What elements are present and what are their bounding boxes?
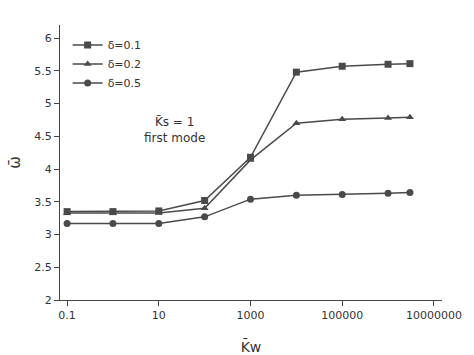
svg-text:δ=0.1: δ=0.1 xyxy=(108,39,141,52)
svg-text:0.1: 0.1 xyxy=(58,309,76,322)
svg-text:3: 3 xyxy=(45,228,52,241)
svg-text:4.5: 4.5 xyxy=(34,130,52,143)
svg-text:2: 2 xyxy=(45,294,52,307)
svg-text:10000000: 10000000 xyxy=(406,309,462,322)
svg-text:δ=0.2: δ=0.2 xyxy=(108,58,141,71)
svg-text:10: 10 xyxy=(152,309,166,322)
svg-text:100000: 100000 xyxy=(321,309,363,322)
svg-text:ω̄: ω̄ xyxy=(6,156,24,169)
svg-text:K̄w: K̄w xyxy=(241,338,262,355)
svg-text:6: 6 xyxy=(45,32,52,45)
svg-text:δ=0.5: δ=0.5 xyxy=(108,77,141,90)
svg-text:K̄s = 1first mode: K̄s = 1first mode xyxy=(144,115,205,145)
svg-text:2.5: 2.5 xyxy=(34,261,52,274)
svg-text:1000: 1000 xyxy=(237,309,265,322)
svg-text:5: 5 xyxy=(45,97,52,110)
svg-text:4: 4 xyxy=(45,163,52,176)
svg-text:3.5: 3.5 xyxy=(34,196,52,209)
svg-text:5.5: 5.5 xyxy=(34,65,52,78)
